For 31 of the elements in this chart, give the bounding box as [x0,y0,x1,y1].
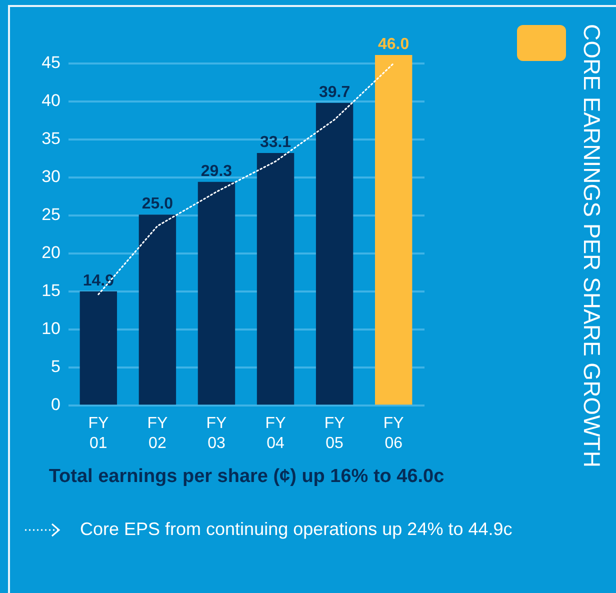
y-tick-label: 20 [42,243,61,262]
y-tick-label: 45 [42,53,61,72]
bar [375,55,412,405]
x-axis-title: Total earnings per share (¢) up 16% to 46.0c [48,466,444,488]
x-tick-label: FY 06 [383,415,404,452]
x-tick-label: FY 02 [147,415,168,452]
legend-label: Core EPS from continuing operations up 24% to 44.9c [80,519,512,540]
y-tick-label: 10 [42,319,61,338]
y-tick-label: 5 [51,357,61,376]
data-label: 25.0 [142,196,174,213]
y-tick-label: 30 [42,167,61,186]
x-tick-label: FY 01 [88,415,109,452]
y-tick-label: 15 [42,281,61,300]
bar [316,102,354,405]
bar [256,153,294,405]
data-label: 14.9 [82,272,114,290]
x-tick-label: FY 05 [324,415,346,452]
data-label: 33.1 [260,134,292,152]
bar [138,214,176,405]
data-label: 46.0 [378,36,410,53]
y-tick-label: 40 [42,91,61,110]
text: CORE EARNINGS PER SHARE GROWTH [578,24,605,468]
data-label: 29.3 [200,162,232,180]
bar [198,182,236,405]
y-tick-label: 35 [42,129,61,148]
y-tick-label: 0 [51,395,61,414]
x-tick-label: FY 04 [265,415,286,452]
y-tick-label: 25 [42,205,61,224]
x-tick-label: FY 03 [206,415,228,452]
data-label: 39.7 [318,84,350,101]
bar [80,291,118,405]
